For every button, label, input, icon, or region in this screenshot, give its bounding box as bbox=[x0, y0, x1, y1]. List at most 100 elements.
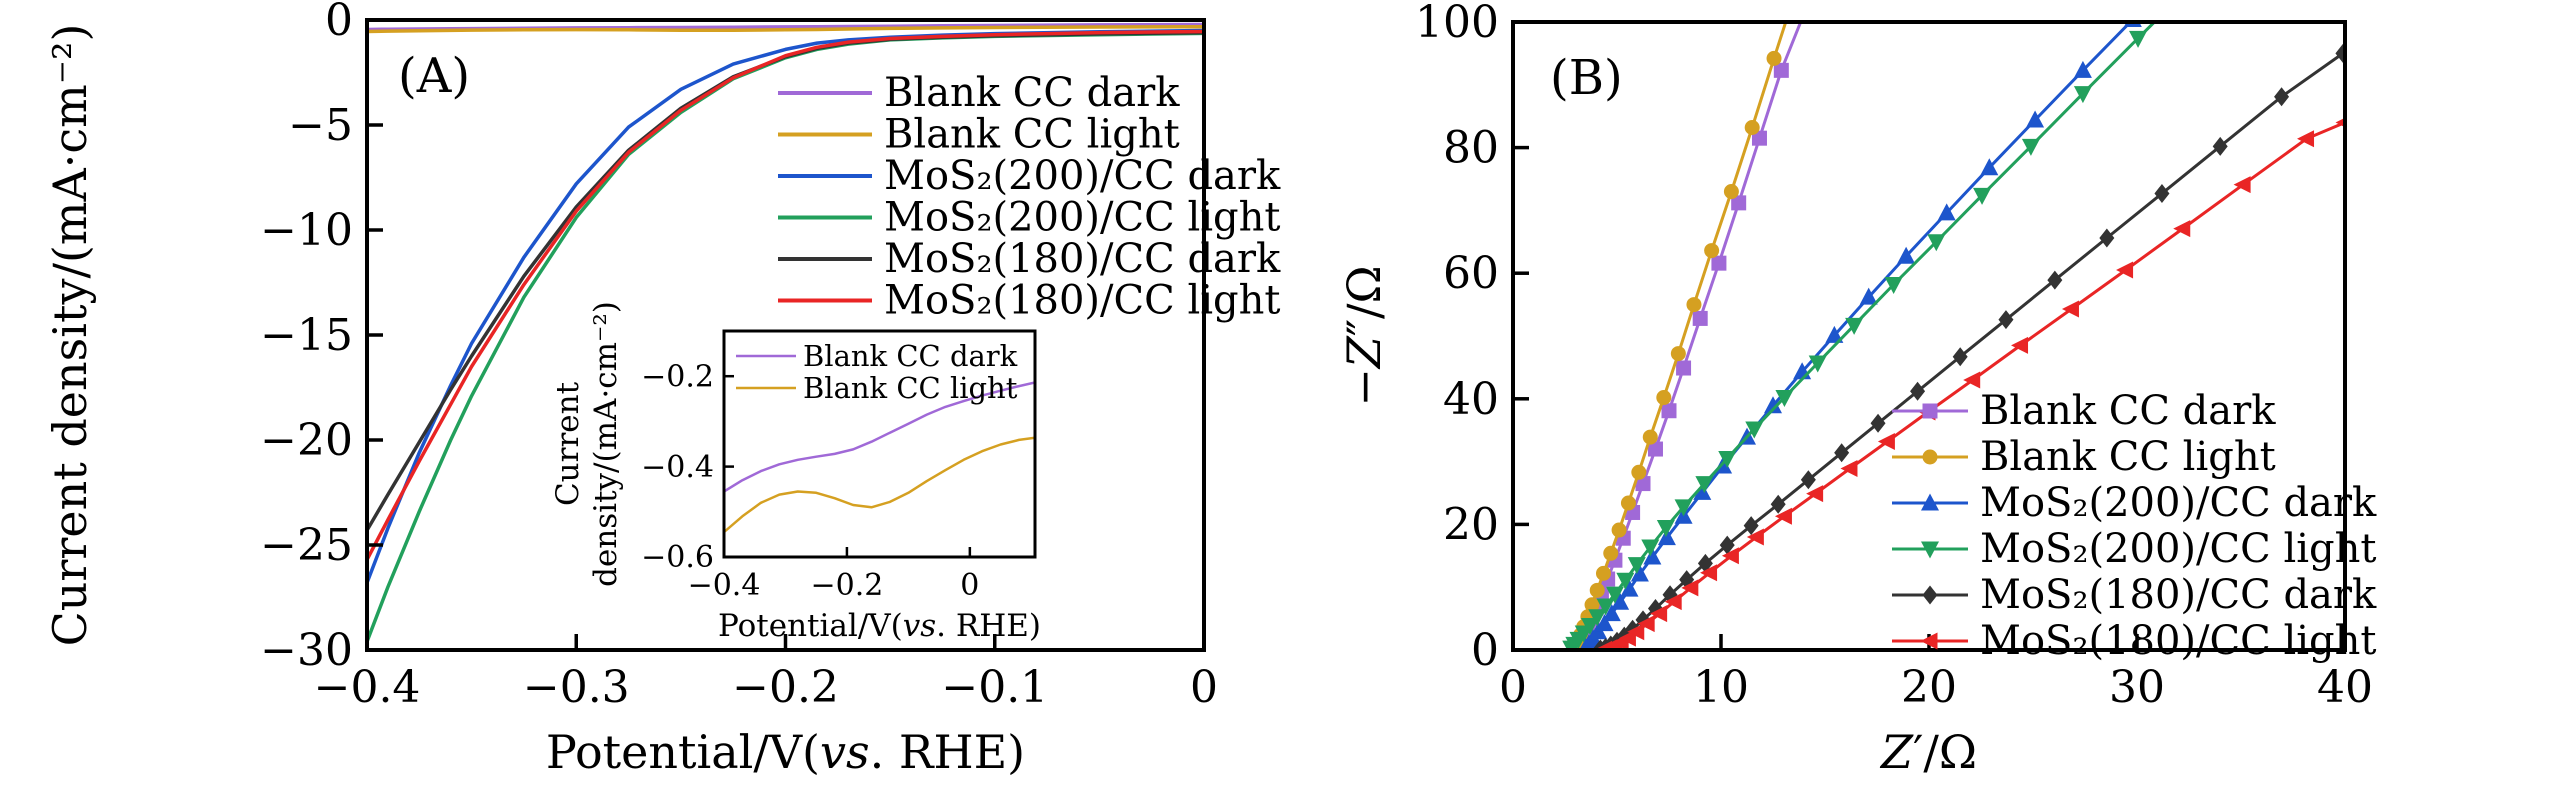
diamond-marker bbox=[1770, 494, 1786, 514]
legend-label: MoS₂(180)/CC dark bbox=[1980, 572, 2377, 618]
diamond-marker bbox=[1743, 516, 1759, 536]
legend-label: MoS₂(200)/CC light bbox=[1980, 526, 2376, 572]
circle-marker bbox=[1589, 582, 1605, 598]
diamond-marker bbox=[1697, 553, 1713, 573]
triangle-up-marker bbox=[1764, 396, 1782, 414]
triangle-left-marker bbox=[1877, 433, 1895, 451]
triangle-down-marker bbox=[1884, 277, 1903, 295]
legend-label: Blank CC light bbox=[803, 371, 1018, 405]
x-tick-label: 0 bbox=[960, 568, 979, 603]
legend-label: Blank CC light bbox=[1980, 434, 2276, 480]
y-axis-label: −Z″/Ω bbox=[1337, 265, 1391, 406]
diamond-marker bbox=[2212, 136, 2228, 156]
triangle-down-marker bbox=[1674, 499, 1693, 517]
x-tick-label: 0 bbox=[1190, 662, 1218, 713]
legend-label: MoS₂(180)/CC light bbox=[884, 278, 1280, 324]
circle-marker bbox=[1584, 597, 1600, 613]
x-tick-label: 10 bbox=[1693, 662, 1749, 713]
circle-marker bbox=[1620, 495, 1636, 511]
y-tick-label: 0 bbox=[325, 0, 353, 46]
diamond-marker bbox=[2047, 270, 2063, 290]
triangle-up-marker bbox=[1611, 592, 1630, 610]
series-line-blank-cc-light bbox=[367, 25, 1204, 34]
triangle-down-marker bbox=[1718, 450, 1737, 468]
x-axis-label: Potential/V(vs. RHE) bbox=[718, 608, 1041, 644]
triangle-down-marker bbox=[2170, 0, 2188, 8]
legend-entry-mos-180-cc-dark: MoS₂(180)/CC dark bbox=[1892, 572, 2377, 618]
triangle-up-marker bbox=[1921, 493, 1939, 511]
x-tick-label: 30 bbox=[2109, 662, 2165, 713]
legend-entry-blank-cc-light: Blank CC light bbox=[1892, 434, 2276, 480]
triangle-up-marker bbox=[1693, 482, 1712, 500]
triangle-left-marker bbox=[1681, 579, 1699, 597]
triangle-left-marker bbox=[1637, 615, 1655, 633]
triangle-up-marker bbox=[1937, 203, 1956, 221]
triangle-down-marker bbox=[1605, 586, 1624, 604]
triangle-up-marker bbox=[1630, 564, 1649, 582]
circle-marker bbox=[1723, 184, 1739, 200]
panel-b-chart: 0 10 20 30 40 0 20 40 60 80 100 Z′/Ω −Z″/Ω (B) Blank C… bbox=[1337, 0, 2377, 779]
x-tick-label: 0 bbox=[1499, 662, 1527, 713]
legend-entry-blank-cc-dark: Blank CC dark bbox=[736, 339, 1018, 373]
triangle-left-marker bbox=[1920, 632, 1938, 650]
triangle-left-marker bbox=[1840, 460, 1858, 478]
square-marker bbox=[1711, 255, 1727, 271]
x-tick-label: −0.4 bbox=[688, 568, 761, 603]
legend-entry-blank-cc-dark: Blank CC dark bbox=[778, 70, 1180, 116]
triangle-down-marker bbox=[1927, 234, 1946, 252]
axes-frame bbox=[722, 329, 1037, 559]
circle-marker bbox=[1631, 464, 1647, 480]
x-axis-label: Z′/Ω bbox=[1879, 725, 1977, 779]
y-tick-label: 20 bbox=[1443, 499, 1499, 550]
diamond-marker bbox=[1834, 443, 1850, 463]
y-tick-label: 0 bbox=[1471, 625, 1499, 676]
triangle-up-marker bbox=[1859, 287, 1878, 305]
triangle-left-marker bbox=[1774, 507, 1792, 525]
panel-label: (B) bbox=[1550, 50, 1623, 106]
legend-entry-mos-180-cc-light: MoS₂(180)/CC light bbox=[778, 278, 1280, 324]
legend-entry-mos-200-cc-light: MoS₂(200)/CC light bbox=[778, 195, 1280, 241]
triangle-down-marker bbox=[1656, 520, 1675, 538]
legend-entry-mos-180-cc-light: MoS₂(180)/CC light bbox=[1892, 618, 2376, 664]
triangle-down-marker bbox=[1973, 187, 1992, 205]
square-marker bbox=[1922, 403, 1938, 419]
triangle-down-marker bbox=[2129, 30, 2148, 48]
triangle-left-marker bbox=[1650, 605, 1668, 623]
triangle-up-marker bbox=[1643, 547, 1662, 565]
legend-label: Blank CC dark bbox=[803, 339, 1018, 373]
series-line-blank-cc-light bbox=[724, 436, 1035, 534]
legend-label: Blank CC dark bbox=[1980, 388, 2276, 434]
diamond-marker bbox=[2154, 183, 2170, 203]
y-tick-label: −10 bbox=[260, 205, 353, 256]
diamond-marker bbox=[1662, 585, 1678, 605]
y-tick-label: −20 bbox=[260, 415, 353, 466]
diamond-marker bbox=[2099, 228, 2115, 248]
triangle-left-marker bbox=[2011, 336, 2029, 354]
triangle-left-marker bbox=[1806, 485, 1824, 503]
panel-label: (A) bbox=[398, 48, 470, 104]
legend-label: Blank CC dark bbox=[884, 70, 1180, 116]
series-group bbox=[367, 22, 1204, 644]
square-marker bbox=[1773, 62, 1789, 78]
triangle-up-marker bbox=[1980, 158, 1999, 176]
triangle-up-marker bbox=[2073, 60, 2092, 78]
x-tick-label: −0.2 bbox=[810, 568, 883, 603]
y-tick-label: 60 bbox=[1443, 248, 1499, 299]
y-tick-label: −5 bbox=[288, 100, 353, 151]
square-marker bbox=[1676, 360, 1692, 376]
triangle-down-marker bbox=[2073, 86, 2092, 104]
diamond-marker bbox=[2274, 87, 2290, 107]
circle-marker bbox=[1603, 545, 1619, 561]
triangle-left-marker bbox=[1963, 371, 1981, 389]
triangle-down-marker bbox=[1627, 557, 1646, 575]
circle-marker bbox=[1611, 522, 1627, 538]
triangle-left-marker bbox=[1700, 564, 1718, 582]
circle-marker bbox=[1670, 346, 1686, 362]
y-tick-label: −0.4 bbox=[641, 450, 714, 485]
circle-marker bbox=[1744, 120, 1760, 136]
legend-entry-blank-cc-light: Blank CC light bbox=[778, 112, 1180, 158]
triangle-up-marker bbox=[2026, 110, 2045, 128]
triangle-down-marker bbox=[1580, 618, 1599, 636]
triangle-up-marker bbox=[1620, 579, 1639, 597]
